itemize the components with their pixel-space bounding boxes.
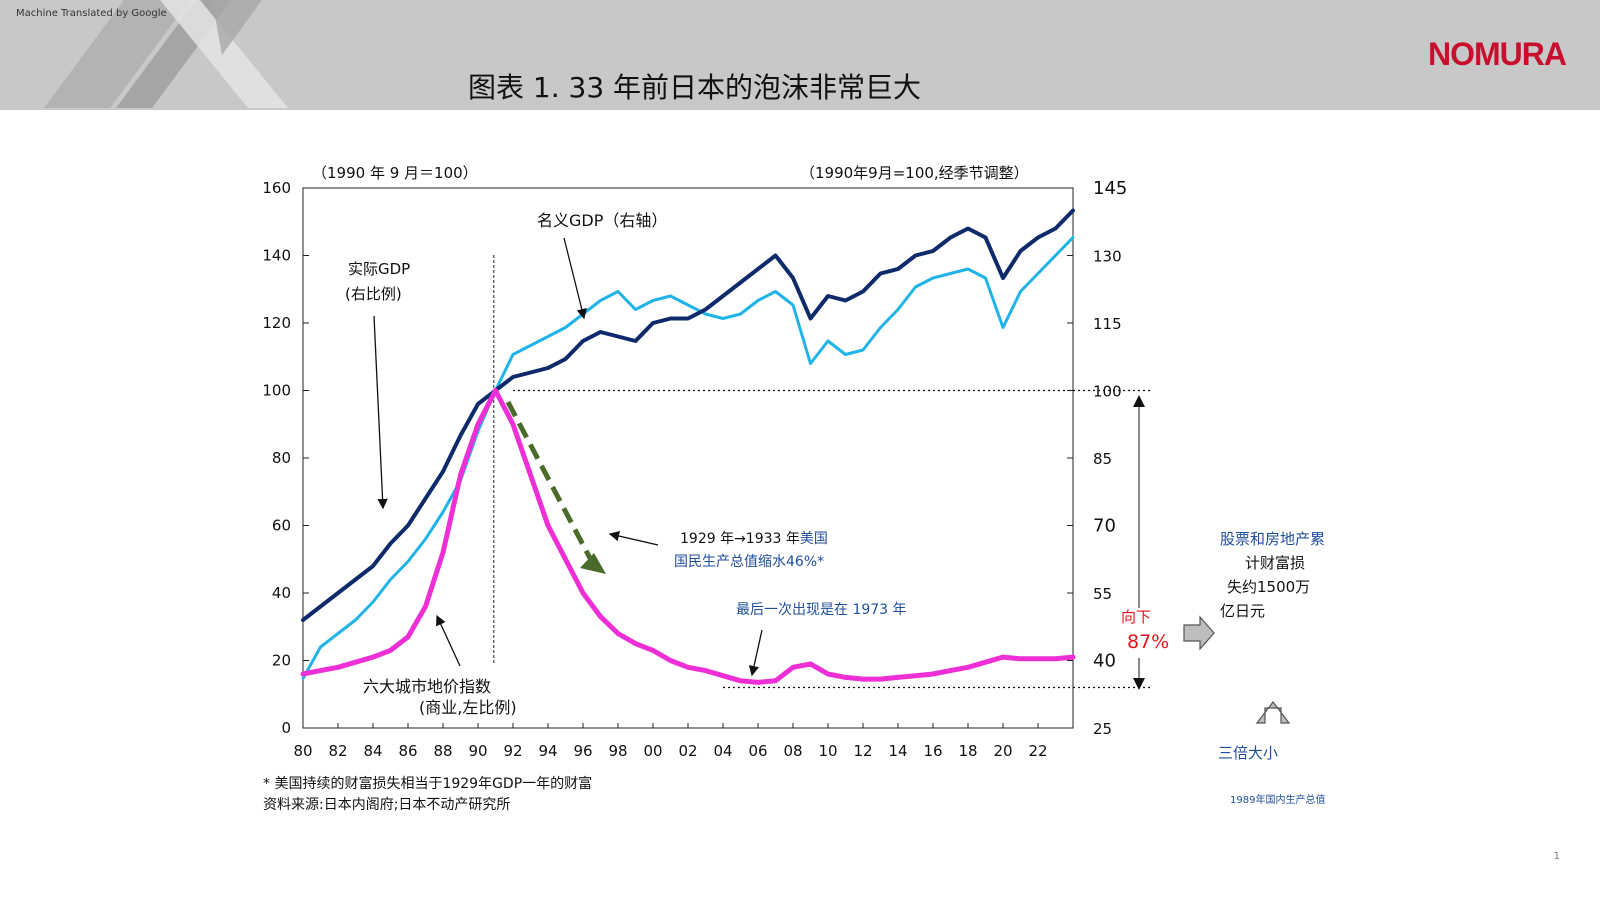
land-index-pointer: [436, 614, 461, 667]
x-tick-label: 10: [818, 742, 837, 760]
right-tick-label: 145: [1093, 178, 1127, 199]
triple-size-label: 三倍大小: [1218, 744, 1279, 762]
loss-note-line3: 失约1500万: [1227, 578, 1311, 596]
last-seen-pointer: [748, 629, 763, 677]
land-index-label: 六大城市地价指数: [363, 677, 491, 696]
x-tick-label: 12: [853, 742, 872, 760]
left-tick-label: 80: [272, 449, 291, 467]
right-arrow-icon: [1183, 615, 1215, 651]
left-tick-label: 40: [272, 584, 291, 602]
plot-frame: [302, 187, 1074, 729]
x-tick-label: 80: [293, 742, 312, 760]
decline-percent: 87%: [1127, 631, 1169, 653]
x-tick-label: 98: [608, 742, 627, 760]
right-tick-label: 115: [1093, 315, 1122, 333]
x-tick-label: 88: [433, 742, 452, 760]
x-tick-label: 92: [503, 742, 522, 760]
last-seen-label: 最后一次出现是在 1973 年: [736, 602, 907, 618]
x-tick-label: 84: [363, 742, 382, 760]
us-gnp-arrow: [505, 400, 595, 564]
up-arrow-icon: [1255, 701, 1291, 724]
x-tick-label: 16: [923, 742, 942, 760]
x-tick-label: 06: [748, 742, 767, 760]
right-tick-label: 100: [1093, 383, 1122, 401]
left-tick-label: 140: [262, 247, 291, 265]
decline-label: 向下: [1121, 608, 1151, 626]
left-tick-label: 20: [272, 652, 291, 670]
right-tick-label: 130: [1093, 248, 1122, 266]
right-tick-label: 85: [1093, 450, 1112, 468]
left-axis-note: （1990 年 9 月＝100）: [312, 164, 478, 182]
right-tick-label: 55: [1093, 585, 1112, 603]
banner-decoration: [44, 0, 288, 108]
x-tick-label: 18: [958, 742, 977, 760]
series-line: [301, 208, 1075, 622]
x-tick-label: 14: [888, 742, 907, 760]
x-tick-label: 96: [573, 742, 592, 760]
nomura-logo: NOMURA: [1428, 36, 1567, 72]
page-title: 图表 1. 33 年前日本的泡沫非常巨大: [468, 71, 922, 104]
decline-label-bg: [1116, 608, 1162, 658]
decline-range-top-arrow: [1133, 395, 1145, 407]
us-note-pointer: [608, 530, 659, 546]
loss-note-line4: 亿日元: [1220, 602, 1266, 620]
us-note-line2: 国民生产总值缩水46%*: [674, 554, 824, 570]
right-tick-label: 25: [1093, 720, 1112, 738]
real-gdp-label: 实际GDP: [348, 260, 410, 278]
x-tick-label: 08: [783, 742, 802, 760]
chart-axes: 1601401201008060402001451301151008570554…: [262, 178, 1127, 760]
x-tick-label: 02: [678, 742, 697, 760]
machine-translated-note: Machine Translated by Google: [16, 8, 167, 19]
us-gnp-arrowhead: [580, 553, 606, 574]
right-tick-label: 70: [1093, 516, 1116, 537]
x-tick-label: 86: [398, 742, 417, 760]
x-tick-label: 22: [1028, 742, 1047, 760]
us-note-line1: 1929 年→1933 年美国: [680, 531, 828, 547]
page-number: 1: [1553, 851, 1560, 862]
footnote-source: 资料来源:日本内阁府;日本不动产研究所: [263, 797, 511, 813]
real-gdp-pointer: [373, 315, 388, 510]
x-tick-label: 94: [538, 742, 557, 760]
real-gdp-label-scale: (右比例): [345, 285, 402, 303]
x-tick-label: 82: [328, 742, 347, 760]
x-tick-label: 00: [643, 742, 662, 760]
right-axis-note: （1990年9月=100,经季节调整）: [800, 164, 1029, 182]
loss-note-line2: 计财富损: [1245, 554, 1306, 572]
series-line: [301, 236, 1075, 680]
footnote-us-loss: * 美国持续的财富损失相当于1929年GDP一年的财富: [263, 776, 593, 792]
land-index-label-scale: (商业,左比例): [419, 698, 517, 717]
right-tick-label: 40: [1093, 651, 1116, 672]
reference-lines: [493, 255, 1151, 689]
annotations: 名义GDP（右轴） 实际GDP (右比例) 六大城市地价指数 (商业,左比例) …: [345, 211, 1291, 724]
left-tick-label: 100: [262, 382, 291, 400]
series-lines: [300, 208, 1076, 685]
left-tick-label: 160: [262, 179, 291, 197]
left-tick-label: 0: [281, 719, 291, 737]
nominal-gdp-label: 名义GDP（右轴）: [537, 211, 667, 230]
x-tick-label: 20: [993, 742, 1012, 760]
left-tick-label: 120: [262, 314, 291, 332]
loss-note-line1: 股票和房地产累: [1220, 530, 1326, 548]
nominal-gdp-pointer: [563, 237, 587, 320]
series-line: [300, 388, 1076, 685]
x-tick-label: 04: [713, 742, 732, 760]
gdp-1989-label: 1989年国内生产总值: [1230, 795, 1326, 806]
x-tick-label: 90: [468, 742, 487, 760]
decline-range-bottom-arrow: [1133, 678, 1145, 690]
left-tick-label: 60: [272, 517, 291, 535]
